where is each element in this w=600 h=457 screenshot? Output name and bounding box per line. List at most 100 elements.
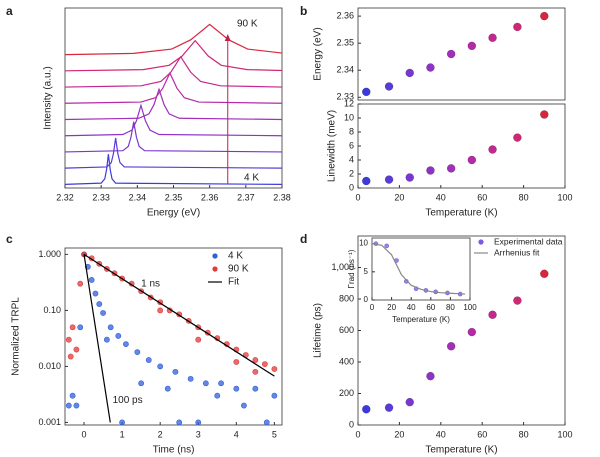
- x-tick-label: 2.32: [56, 192, 74, 202]
- legend-label: Arrhenius fit: [494, 247, 540, 257]
- y-tick-label: 5: [364, 267, 369, 276]
- spectrum: [64, 23, 283, 56]
- x-tick-label: 20: [387, 303, 396, 312]
- y-tick-label: 2.34: [336, 65, 354, 75]
- data-point: [138, 380, 145, 387]
- x-tick-label: 60: [477, 429, 487, 439]
- data-point: [65, 336, 72, 343]
- data-point: [405, 173, 414, 182]
- data-point: [426, 166, 435, 175]
- legend-marker: [212, 253, 218, 259]
- y-tick-label: 2: [349, 168, 354, 178]
- x-tick-label: 3: [196, 429, 201, 439]
- panel-label: c: [6, 232, 13, 246]
- x-tick-label: 60: [426, 303, 435, 312]
- x-tick-label: 40: [436, 429, 446, 439]
- y-tick-label: 10: [344, 112, 354, 122]
- y-axis-label: Linewidth (meV): [327, 110, 338, 182]
- x-tick-label: 2.36: [201, 192, 219, 202]
- data-point: [187, 375, 194, 382]
- data-point: [214, 392, 221, 399]
- data-point: [513, 296, 522, 305]
- y-tick-label: 6: [349, 140, 354, 150]
- data-point: [362, 176, 371, 186]
- data-point: [100, 310, 106, 316]
- data-point: [271, 366, 278, 372]
- data-point: [252, 385, 259, 392]
- x-axis-label: Temperature (K): [425, 445, 497, 456]
- x-tick-label: 80: [446, 303, 455, 312]
- data-point: [446, 49, 456, 59]
- x-tick-label: 60: [477, 192, 487, 202]
- x-axis-label: Time (ns): [153, 445, 195, 456]
- data-point: [513, 22, 522, 32]
- x-tick-label: 20: [394, 192, 404, 202]
- x-tick-label: 100: [463, 303, 477, 312]
- data-point: [145, 357, 152, 363]
- y-tick-label: 10: [359, 239, 368, 248]
- data-point: [115, 333, 122, 339]
- data-point: [233, 385, 240, 392]
- legend-label: 90 K: [228, 264, 249, 275]
- x-tick-label: 20: [394, 429, 404, 439]
- data-point: [540, 11, 549, 21]
- plot-frame: [357, 7, 566, 101]
- x-tick-label: 2.38: [273, 192, 291, 202]
- y-tick-label: 2.36: [336, 10, 354, 20]
- y-axis-label: Γrad (ns⁻¹): [347, 249, 356, 288]
- data-point: [233, 359, 240, 365]
- x-tick-label: 4: [234, 429, 239, 439]
- spectrum: [64, 55, 283, 88]
- arrowhead: [224, 34, 231, 41]
- y-axis-label: Energy (eV): [313, 27, 324, 80]
- y-axis-label: Lifetime (ps): [313, 303, 324, 358]
- legend-label: 4 K: [228, 251, 243, 262]
- x-tick-label: 80: [519, 429, 529, 439]
- y-axis-label: Intensity (a.u.): [43, 66, 54, 129]
- data-point: [157, 307, 164, 314]
- data-point: [77, 280, 84, 287]
- y-tick-label: 2.35: [336, 38, 354, 48]
- data-point: [73, 346, 80, 353]
- x-tick-label: 1: [120, 429, 125, 439]
- data-point: [467, 41, 477, 51]
- legend-marker: [212, 266, 218, 272]
- annotation: 100 ps: [113, 395, 143, 406]
- y-tick-label: 0: [349, 182, 354, 192]
- y-tick-label: 1,000: [331, 262, 354, 272]
- data-point: [405, 68, 414, 78]
- y-tick-label: 8: [349, 126, 354, 136]
- data-point: [77, 324, 84, 331]
- data-point: [107, 324, 114, 331]
- x-axis-label: Energy (eV): [147, 208, 200, 219]
- fit-line: [83, 254, 111, 423]
- y-tick-label: 0.010: [38, 361, 61, 371]
- data-point: [467, 327, 477, 337]
- legend-marker: [478, 239, 484, 245]
- plot-frame: [64, 247, 283, 426]
- x-tick-label: 100: [557, 429, 572, 439]
- data-point: [134, 349, 141, 356]
- data-point: [195, 336, 202, 343]
- data-point: [488, 310, 497, 319]
- x-tick-label: 2.35: [165, 192, 183, 202]
- x-axis-label: Temperature (K): [392, 315, 450, 324]
- y-tick-label: 0: [349, 419, 354, 429]
- data-point: [405, 397, 414, 407]
- data-point: [426, 371, 435, 381]
- x-tick-label: 0: [370, 303, 375, 312]
- y-axis-label: Normalized TRPL: [11, 297, 22, 376]
- plot-frame: [371, 237, 471, 301]
- x-tick-label: 40: [407, 303, 416, 312]
- data-point: [513, 133, 522, 142]
- spectrum: [64, 103, 283, 137]
- x-tick-label: 100: [557, 192, 572, 202]
- fit-line: [83, 253, 275, 377]
- data-point: [123, 341, 129, 348]
- y-tick-label: 2.33: [336, 92, 354, 102]
- x-tick-label: 40: [436, 192, 446, 202]
- data-point: [88, 277, 95, 283]
- y-tick-label: 1.000: [38, 249, 61, 259]
- data-point: [195, 419, 202, 426]
- fit-line: [371, 243, 466, 295]
